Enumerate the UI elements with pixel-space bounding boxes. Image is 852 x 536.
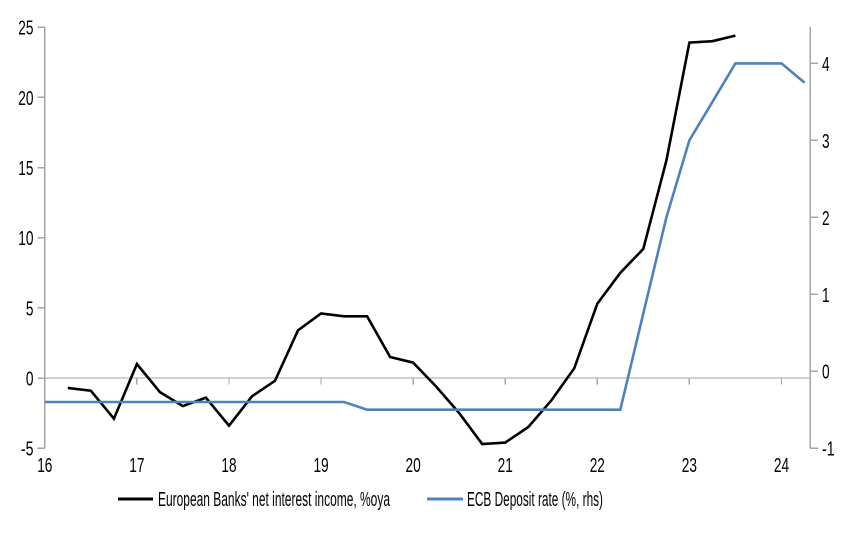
x-axis-labels: 16 17 18 19 20 21 22 23 24 — [37, 455, 789, 477]
left-tick-label: 15 — [18, 158, 33, 180]
right-tick-label: 2 — [822, 208, 830, 230]
series-line-net-interest-income — [67, 34, 736, 446]
x-tick-label: 24 — [774, 455, 789, 477]
legend-label-net-interest-income: European Banks' net interest income, %oy… — [158, 489, 391, 511]
left-axis: -5 0 5 10 15 20 25 — [18, 18, 46, 461]
legend-label-ecb-deposit-rate: ECB Deposit rate (%, rhs) — [467, 489, 603, 511]
right-tick-label: 0 — [822, 362, 830, 384]
left-tick-label: 10 — [18, 228, 33, 250]
x-tick-label: 18 — [221, 455, 236, 477]
x-tick-label: 16 — [37, 455, 52, 477]
x-tick-label: 20 — [406, 455, 421, 477]
left-tick-label: -5 — [21, 439, 34, 461]
legend: European Banks' net interest income, %oy… — [118, 489, 603, 511]
x-tick-label: 19 — [313, 455, 328, 477]
x-tick-label: 22 — [590, 455, 605, 477]
right-tick-label: 1 — [822, 285, 830, 307]
left-tick-label: 25 — [18, 18, 33, 40]
right-axis: -1 0 1 2 3 4 — [809, 27, 835, 461]
x-tick-label: 23 — [682, 455, 697, 477]
x-tick-label: 17 — [129, 455, 144, 477]
left-tick-label: 5 — [26, 298, 34, 320]
right-tick-label: -1 — [822, 439, 835, 461]
right-tick-label: 3 — [822, 131, 830, 153]
left-tick-label: 20 — [18, 88, 33, 110]
right-tick-label: 4 — [822, 54, 830, 76]
left-tick-label: 0 — [26, 369, 34, 391]
series-line-ecb-deposit-rate — [44, 62, 806, 412]
series-lines — [44, 34, 806, 446]
x-tick-label: 21 — [498, 455, 513, 477]
